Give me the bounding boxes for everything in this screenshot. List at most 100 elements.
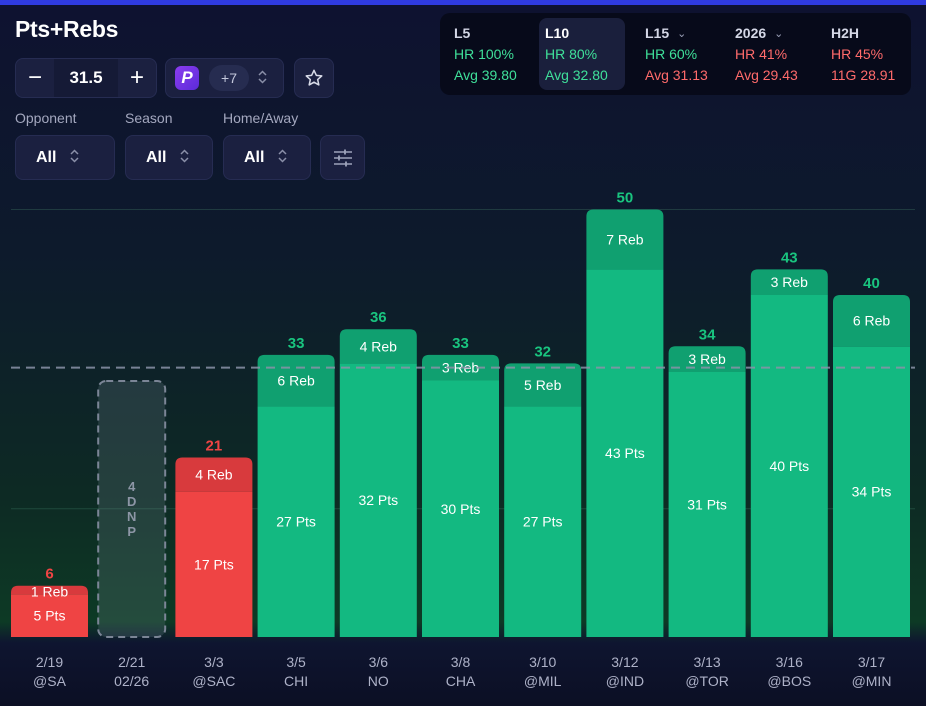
stat-label: L5 xyxy=(454,25,471,41)
sportsbook-selector[interactable]: P +7 xyxy=(165,58,284,98)
bar-segment-points xyxy=(750,295,828,637)
x-tick-date: 3/17 xyxy=(858,654,885,670)
stat-col-h2h[interactable]: H2H HR 45% 11G 28.91 xyxy=(825,18,907,90)
stat-col-l10[interactable]: L10 HR 80% Avg 32.80 xyxy=(539,18,625,90)
x-tick-opponent: @MIN xyxy=(852,673,892,689)
stat-col-l15[interactable]: L15 ⌄ HR 60% Avg 31.13 xyxy=(639,18,717,90)
rebounds-label: 6 Reb xyxy=(853,313,891,329)
x-tick-opponent: 02/26 xyxy=(114,673,149,689)
points-label: 32 Pts xyxy=(358,492,398,508)
x-tick-date: 2/21 xyxy=(118,654,145,670)
bar-total-label: 50 xyxy=(617,190,634,207)
stat-hit-rate: HR 45% xyxy=(831,46,884,62)
bar-segment-rebounds xyxy=(422,354,499,381)
x-tick-date: 3/5 xyxy=(286,654,306,670)
rebounds-label: 4 Reb xyxy=(195,467,233,483)
decrement-button[interactable]: − xyxy=(27,64,42,91)
stat-average: Avg 39.80 xyxy=(454,67,517,83)
bar-segment-points xyxy=(833,346,910,637)
home-away-select[interactable]: All xyxy=(223,135,311,180)
bar-game-7[interactable]: 3/12 @IND 50 7 Reb 43 Pts xyxy=(586,190,664,690)
bar-segment-points xyxy=(504,406,582,637)
chevron-updown-icon xyxy=(180,149,189,166)
bar-game-4[interactable]: 3/6 NO 36 4 Reb 32 Pts xyxy=(339,309,417,689)
stat-hit-rate: HR 100% xyxy=(454,46,514,62)
bar-segment-points xyxy=(668,371,746,637)
x-tick-date: 3/8 xyxy=(451,654,471,670)
stat-average: Avg 31.13 xyxy=(645,67,708,83)
bar-segment-rebounds xyxy=(668,346,746,372)
points-label: 27 Pts xyxy=(523,514,563,530)
bar-game-2[interactable]: 3/3 @SAC 21 4 Reb 17 Pts xyxy=(175,437,253,689)
home-away-select-value: All xyxy=(244,148,265,166)
rebounds-label: 3 Reb xyxy=(688,351,726,367)
bar-segment-points xyxy=(175,491,253,637)
x-tick-date: 3/12 xyxy=(611,654,638,670)
dnp-label: N xyxy=(127,509,136,524)
stat-label: L15 ⌄ xyxy=(645,25,687,41)
top-accent-line xyxy=(0,0,926,5)
bar-segment-rebounds xyxy=(750,269,828,295)
rebounds-label: 7 Reb xyxy=(606,231,644,247)
points-label: 5 Pts xyxy=(34,608,66,624)
bar-total-label: 6 xyxy=(45,566,53,583)
bar-segment-rebounds xyxy=(175,457,253,492)
x-tick-opponent: CHA xyxy=(446,673,476,689)
sliders-icon xyxy=(333,149,352,166)
stat-average: Avg 29.43 xyxy=(735,67,798,83)
bar-total-label: 32 xyxy=(534,343,551,360)
x-tick-date: 2/19 xyxy=(36,654,63,670)
x-tick-date: 3/10 xyxy=(529,654,556,670)
increment-button[interactable]: + xyxy=(129,64,144,91)
bar-segment-rebounds xyxy=(833,295,910,347)
points-label: 30 Pts xyxy=(441,501,481,517)
rebounds-label: 3 Reb xyxy=(442,360,480,376)
x-tick-date: 3/3 xyxy=(204,654,224,670)
x-tick-opponent: @IND xyxy=(606,673,644,689)
stat-label: L10 xyxy=(545,25,570,41)
filter-label-season: Season xyxy=(125,110,173,126)
stat-average: 11G 28.91 xyxy=(831,67,896,83)
bar-segment-points xyxy=(339,363,417,637)
stat-col-2026[interactable]: 2026 ⌄ HR 41% Avg 29.43 xyxy=(729,18,813,90)
x-tick-opponent: @BOS xyxy=(767,673,811,689)
bar-game-10[interactable]: 3/17 @MIN 40 6 Reb 34 Pts xyxy=(833,275,910,689)
bar-segment-rebounds xyxy=(339,329,417,364)
line-stepper: − 31.5 + xyxy=(15,58,157,98)
page-title: Pts+Rebs xyxy=(15,16,119,42)
bar-segment-points xyxy=(422,380,499,637)
x-tick-opponent: NO xyxy=(368,673,389,689)
stat-col-l5[interactable]: L5 HR 100% Avg 39.80 xyxy=(448,18,534,90)
bar-game-3[interactable]: 3/5 CHI 33 6 Reb 27 Pts xyxy=(257,335,335,689)
points-label: 43 Pts xyxy=(605,445,645,461)
bar-total-label: 34 xyxy=(699,326,716,343)
bar-game-0[interactable]: 2/19 @SA 61 Reb 5 Pts xyxy=(11,566,88,689)
favorite-star-button[interactable] xyxy=(294,58,334,98)
bar-total-label: 21 xyxy=(206,437,223,454)
points-label: 40 Pts xyxy=(769,458,809,474)
opponent-select[interactable]: All xyxy=(15,135,115,180)
stat-average: Avg 32.80 xyxy=(545,67,608,83)
chevron-down-icon: ⌄ xyxy=(774,27,784,40)
x-tick-opponent: @TOR xyxy=(685,673,729,689)
x-tick-opponent: @SAC xyxy=(192,673,235,689)
bar-game-5[interactable]: 3/8 CHA 33 3 Reb 30 Pts xyxy=(422,335,499,689)
bar-game-9[interactable]: 3/16 @BOS 43 3 Reb 40 Pts xyxy=(750,249,828,689)
bar-total-label: 33 xyxy=(452,335,469,352)
filter-label-opponent: Opponent xyxy=(15,110,77,126)
dnp-label: P xyxy=(127,524,136,539)
bar-game-8[interactable]: 3/13 @TOR 34 3 Reb 31 Pts xyxy=(668,326,746,689)
season-select[interactable]: All xyxy=(125,135,213,180)
bar-game-6[interactable]: 3/10 @MIL 32 5 Reb 27 Pts xyxy=(504,343,582,689)
dnp-placeholder-bar xyxy=(97,380,167,638)
line-value-input[interactable]: 31.5 xyxy=(54,59,118,97)
filter-settings-button[interactable] xyxy=(320,135,365,180)
season-select-value: All xyxy=(146,148,167,166)
more-books-badge: +7 xyxy=(209,65,249,91)
rebounds-label: 6 Reb xyxy=(277,373,315,389)
opponent-select-value: All xyxy=(36,148,57,166)
stat-hit-rate: HR 80% xyxy=(545,46,598,62)
stat-hit-rate: HR 41% xyxy=(735,46,788,62)
stat-hit-rate: HR 60% xyxy=(645,46,698,62)
